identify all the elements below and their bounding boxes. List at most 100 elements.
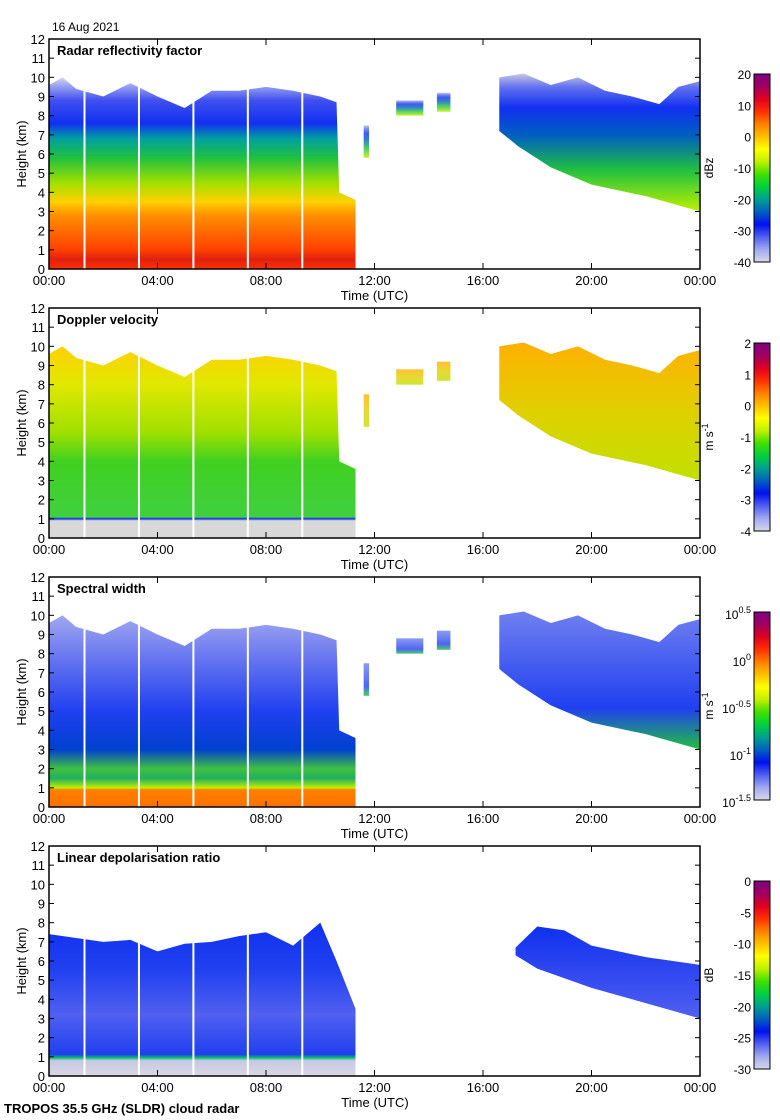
y-tick-label: 0 — [38, 262, 45, 277]
colorbar-tick-exponent: -1 — [743, 746, 751, 756]
x-axis-label: Time (UTC) — [341, 1095, 408, 1110]
y-tick-label: 5 — [38, 166, 45, 181]
y-tick-label: 5 — [38, 973, 45, 988]
x-tick-label: 16:00 — [467, 1080, 500, 1095]
y-tick-label: 12 — [31, 301, 45, 316]
colorbar-tick-label: -25 — [734, 1032, 752, 1046]
x-tick-label: 08:00 — [250, 273, 283, 288]
colorbar-tick-label: 10 — [738, 99, 752, 113]
colorbar-tick-exponent: 0.5 — [738, 605, 751, 615]
y-tick-label: 3 — [38, 1012, 45, 1027]
y-tick-label: 10 — [31, 877, 45, 892]
y-tick-label: 12 — [31, 570, 45, 585]
colorbar-tick-label: -10 — [734, 162, 752, 176]
cloud-region-evening — [499, 73, 700, 212]
y-tick-label: 0 — [38, 531, 45, 546]
x-tick-label: 00:00 — [33, 542, 66, 557]
y-tick-label: 11 — [32, 320, 46, 335]
x-tick-label: 00:00 — [33, 1080, 66, 1095]
colorbar-tick-label: 0 — [744, 131, 751, 145]
y-tick-label: 8 — [38, 378, 45, 393]
y-tick-label: 8 — [38, 916, 45, 931]
y-tick-label: 5 — [38, 704, 45, 719]
x-tick-label: 04:00 — [141, 273, 174, 288]
colorbar — [753, 611, 771, 801]
colorbar-tick-label: 10-1 — [730, 746, 751, 763]
colorbar-tick-label: -15 — [734, 969, 752, 983]
y-tick-label: 1 — [38, 781, 45, 796]
colorbar-tick-label: -30 — [734, 225, 752, 239]
y-tick-label: 9 — [38, 359, 45, 374]
y-tick-label: 10 — [31, 339, 45, 354]
x-tick-label: 08:00 — [250, 542, 283, 557]
panel-title: Spectral width — [57, 581, 146, 596]
colorbar-tick-label: -20 — [734, 1000, 752, 1014]
x-tick-label: 00:00 — [684, 1080, 717, 1095]
x-tick-label: 12:00 — [358, 811, 391, 826]
colorbar-tick-label: -3 — [740, 494, 751, 508]
cloud-patch-0 — [396, 369, 424, 385]
y-tick-label: 8 — [38, 647, 45, 662]
y-tick-label: 2 — [38, 1031, 45, 1046]
y-tick-label: 0 — [38, 800, 45, 815]
y-tick-label: 11 — [32, 51, 46, 66]
cloud-patch-2 — [363, 394, 370, 427]
y-tick-label: 9 — [38, 628, 45, 643]
instrument-label: TROPOS 35.5 GHz (SLDR) cloud radar — [4, 1101, 240, 1116]
y-tick-label: 0 — [38, 1069, 45, 1084]
cloud-region-evening — [499, 342, 700, 481]
colorbar-tick-label: -2 — [740, 462, 751, 476]
x-axis-label: Time (UTC) — [341, 826, 408, 841]
y-tick-label: 7 — [38, 935, 45, 950]
colorbar-label: m s-1 — [700, 692, 716, 719]
colorbar-tick-label: -4 — [740, 525, 751, 539]
y-tick-label: 12 — [31, 32, 45, 47]
y-tick-label: 11 — [32, 858, 46, 873]
cloud-patch-2 — [363, 663, 370, 696]
colorbar-tick-label: 100.5 — [725, 605, 751, 622]
y-tick-label: 2 — [38, 224, 45, 239]
y-tick-label: 7 — [38, 397, 45, 412]
y-tick-label: 9 — [38, 90, 45, 105]
colorbar-tick-exponent: -0.5 — [735, 699, 751, 709]
cloud-patch-1 — [436, 361, 451, 381]
colorbar-tick-label: -40 — [734, 256, 752, 270]
cloud-patch-1 — [436, 630, 451, 650]
colorbar-tick-label: -10 — [734, 938, 752, 952]
y-tick-label: 6 — [38, 685, 45, 700]
y-tick-label: 11 — [32, 589, 46, 604]
colorbar-label-exponent: -1 — [700, 423, 710, 431]
y-tick-label: 2 — [38, 493, 45, 508]
x-tick-label: 04:00 — [141, 1080, 174, 1095]
y-tick-label: 6 — [38, 416, 45, 431]
colorbar-tick-label: 100 — [733, 652, 751, 669]
y-tick-label: 10 — [31, 608, 45, 623]
colorbar-label: dBz — [702, 158, 716, 179]
colorbar — [753, 342, 771, 532]
x-tick-label: 20:00 — [575, 1080, 608, 1095]
y-tick-label: 9 — [38, 897, 45, 912]
x-axis-label: Time (UTC) — [341, 288, 408, 303]
x-axis-label: Time (UTC) — [341, 557, 408, 572]
colorbar-tick-label: -1 — [740, 431, 751, 445]
x-tick-label: 16:00 — [467, 273, 500, 288]
x-tick-label: 16:00 — [467, 542, 500, 557]
x-tick-label: 20:00 — [575, 542, 608, 557]
cloud-region-evening — [515, 926, 700, 1019]
y-axis-label: Height (km) — [14, 927, 29, 994]
colorbar-tick-label: 10-0.5 — [722, 699, 751, 716]
colorbar — [753, 880, 771, 1070]
cloud-patch-0 — [396, 638, 424, 654]
y-tick-label: 4 — [38, 723, 45, 738]
cloud-region-morning — [49, 346, 356, 538]
y-tick-label: 3 — [38, 743, 45, 758]
y-tick-label: 7 — [38, 666, 45, 681]
x-tick-label: 16:00 — [467, 811, 500, 826]
y-tick-label: 2 — [38, 762, 45, 777]
x-tick-label: 12:00 — [358, 273, 391, 288]
x-tick-label: 20:00 — [575, 273, 608, 288]
y-tick-label: 1 — [38, 243, 45, 258]
